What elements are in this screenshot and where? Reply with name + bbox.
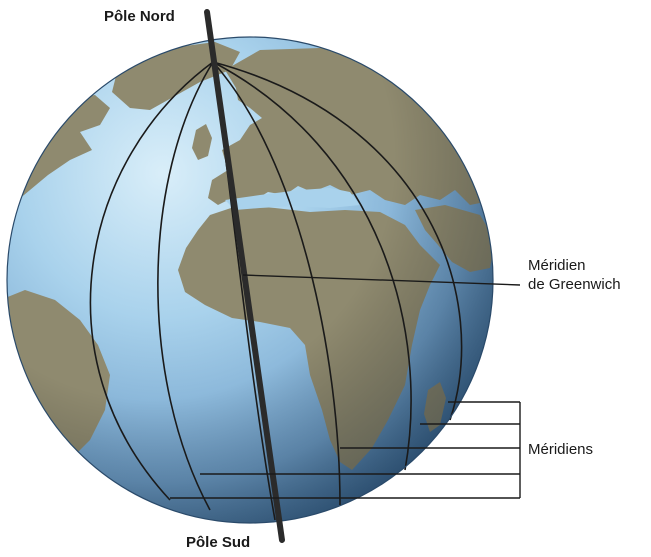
greenwich-label-line1: Méridien (528, 257, 586, 274)
north-pole-label: Pôle Nord (104, 8, 175, 25)
meridian-line (157, 61, 214, 511)
meridian-line (89, 61, 214, 501)
greenwich-meridian-label: Méridien de Greenwich (528, 256, 621, 294)
globe-shading (7, 37, 493, 523)
meridians-bracket (170, 401, 521, 499)
polar-axis (204, 9, 285, 543)
meridian-line (212, 61, 412, 471)
greenwich-label-line2: de Greenwich (528, 276, 621, 293)
greenwich-leader (242, 274, 521, 286)
meridians-label: Méridiens (528, 441, 594, 458)
globe-outline (6, 36, 494, 524)
meridian-line (212, 61, 341, 506)
meridian-line (212, 61, 463, 421)
south-pole-label: Pôle Sud (186, 534, 251, 551)
